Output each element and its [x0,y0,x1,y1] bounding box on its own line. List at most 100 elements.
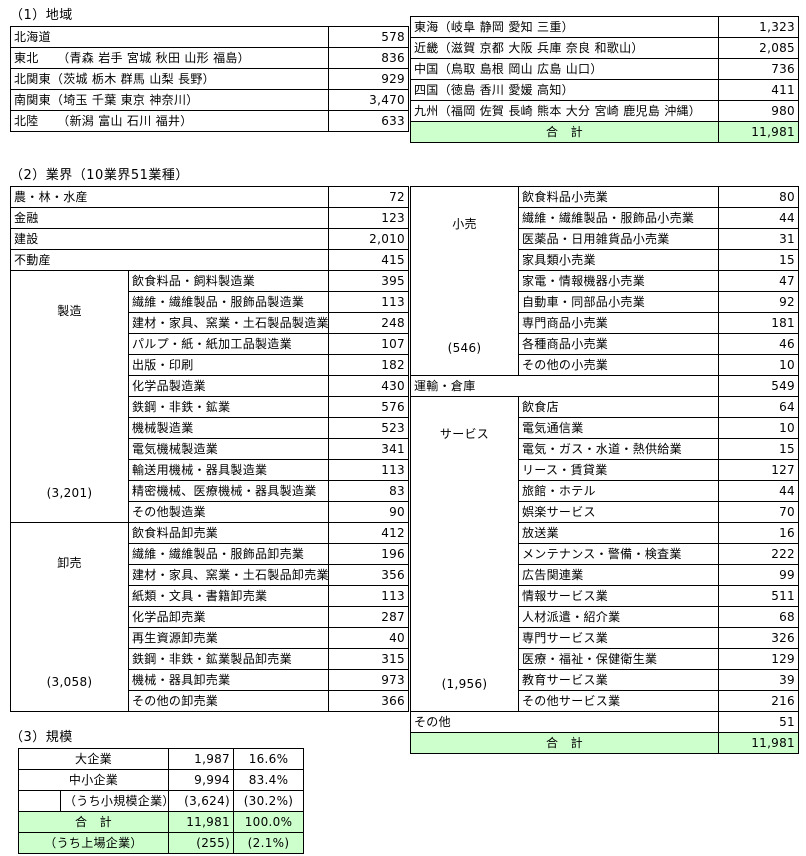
industry-value: 113 [328,585,409,607]
scale-name: 大企業 [18,748,169,770]
industry-value: 430 [328,375,409,397]
table-row: 中小企業 9,994 83.4% [18,769,304,791]
industry-value: 216 [718,690,799,712]
industry-total-label: 合 計 [410,732,719,754]
table-row: 専門商品小売業 181 [411,312,799,334]
industry-name: 農・林・水産 [10,186,329,208]
industry-value: 356 [328,564,409,586]
region-name: 東北 （青森 岩手 宮城 秋田 山形 福島） [10,47,329,69]
industry-subname: 娯楽サービス [518,501,719,523]
industry-value: 15 [718,249,799,271]
table-row: その他の卸売業 366 [11,690,409,712]
industry-subname: その他の卸売業 [128,690,329,712]
industry-subname: 教育サービス業 [518,669,719,691]
region-value: 929 [328,68,409,90]
scale-name: 中小企業 [18,769,169,791]
industry-subname: その他製造業 [128,501,329,523]
table-row: 精密機械、医療機械・器具製造業 83 [11,480,409,502]
table-row: リース・賃貸業 127 [411,459,799,481]
industry-subname: 化学品卸売業 [128,606,329,628]
region-value: 3,470 [328,89,409,111]
industry-subname: 機械製造業 [128,417,329,439]
table-row: 人材派遣・紹介業 68 [411,606,799,628]
table-row: 電気機械製造業 341 [11,438,409,460]
region-table-right: 東海（岐阜 静岡 愛知 三重） 1,323 近畿（滋賀 京都 大阪 兵庫 奈良 和歌… [410,16,799,143]
industry-value: 113 [328,459,409,481]
industry-subname: 機械・器具卸売業 [128,669,329,691]
table-row: 大企業 1,987 16.6% [18,748,304,770]
industry-value: 973 [328,669,409,691]
industry-value: 72 [328,186,409,208]
industry-subname: リース・賃貸業 [518,459,719,481]
region-value: 836 [328,47,409,69]
industry-value: 182 [328,354,409,376]
industry-value: 80 [718,186,799,208]
industry-subname: その他サービス業 [518,690,719,712]
industry-value: 576 [328,396,409,418]
industry-value: 51 [718,711,799,733]
industry-value: 47 [718,270,799,292]
table-row: 不動産 415 [10,249,409,271]
region-name: 四国（徳島 香川 愛媛 高知） [410,79,719,101]
industry-subname: 繊維・繊維製品・服飾品小売業 [518,207,719,229]
industry-value: 248 [328,312,409,334]
section-title-region: （1）地域 [10,8,73,23]
industry-value: 113 [328,291,409,313]
table-row: 九州（福岡 佐賀 長崎 熊本 大分 宮崎 鹿児島 沖縄） 980 [410,100,799,122]
table-row: 輸送用機械・器具製造業 113 [11,459,409,481]
table-row: （うち小規模企業） (3,624) (30.2%) [18,790,304,812]
industry-group-name: 卸売 [57,556,82,571]
industry-value: 127 [718,459,799,481]
industry-value: 40 [328,627,409,649]
table-row: 東北 （青森 岩手 宮城 秋田 山形 福島） 836 [10,47,409,69]
region-total-label: 合 計 [410,121,719,143]
table-row: 製造 (3,201) 飲食料品・飼料製造業 395 [10,270,409,523]
region-total-value: 11,981 [718,121,799,143]
industry-subname: 飲食料品・飼料製造業 [128,270,329,292]
table-row: 南関東（埼玉 千葉 東京 神奈川） 3,470 [10,89,409,111]
industry-subname: 輸送用機械・器具製造業 [128,459,329,481]
industry-value: 31 [718,228,799,250]
table-row: 東海（岐阜 静岡 愛知 三重） 1,323 [410,16,799,38]
table-row: 運輸・倉庫 549 [410,375,799,397]
industry-name: その他 [410,711,719,733]
industry-value: 181 [718,312,799,334]
industry-value: 196 [328,543,409,565]
industry-subname: 自動車・同部品小売業 [518,291,719,313]
industry-group-subtotal: (3,058) [46,675,93,690]
industry-subname: 家具類小売業 [518,249,719,271]
industry-subname: 家電・情報機器小売業 [518,270,719,292]
industry-group-name: 小売 [452,217,477,232]
industry-group-retail: 小売 (546) [410,186,519,376]
industry-value: 123 [328,207,409,229]
scale-total-row: 合 計 11,981 100.0% [18,811,304,833]
table-row: 紙類・文具・書籍卸売業 113 [11,585,409,607]
industry-subname: 専門サービス業 [518,627,719,649]
industry-subname: 繊維・繊維製品・服飾品卸売業 [128,543,329,565]
table-row: 北関東（茨城 栃木 群馬 山梨 長野） 929 [10,68,409,90]
industry-value: 222 [718,543,799,565]
industry-subname: 人材派遣・紹介業 [518,606,719,628]
table-row: 中国（鳥取 島根 岡山 広島 山口） 736 [410,58,799,80]
industry-value: 83 [328,480,409,502]
industry-value: 523 [328,417,409,439]
industry-subname: 医療・福祉・保健衛生業 [518,648,719,670]
region-total-row: 合 計 11,981 [410,121,799,143]
industry-subname: メンテナンス・警備・検査業 [518,543,719,565]
industry-value: 99 [718,564,799,586]
industry-subname: 再生資源卸売業 [128,627,329,649]
table-row: 電気通信業 10 [411,417,799,439]
table-row: その他製造業 90 [11,501,409,523]
industry-value: 92 [718,291,799,313]
industry-value: 16 [718,522,799,544]
industry-value: 366 [328,690,409,712]
region-name: 東海（岐阜 静岡 愛知 三重） [410,16,719,38]
table-row: 機械・器具卸売業 973 [11,669,409,691]
scale-total-value: 11,981 [168,811,234,833]
section-title-industry: （2）業界（10業界51業種） [10,168,189,183]
table-row: その他 51 [410,711,799,733]
region-name: 九州（福岡 佐賀 長崎 熊本 大分 宮崎 鹿児島 沖縄） [410,100,719,122]
industry-subname: 電気・ガス・水道・熱供給業 [518,438,719,460]
industry-value: 326 [718,627,799,649]
table-row: 繊維・繊維製品・服飾品卸売業 196 [11,543,409,565]
